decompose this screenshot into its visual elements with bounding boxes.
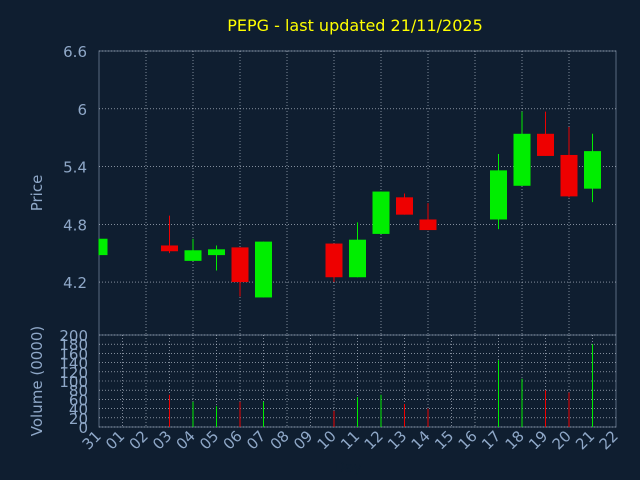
x-tick-label: 09 (290, 427, 316, 453)
x-tick-label: 18 (502, 427, 528, 453)
candle-body (372, 191, 390, 234)
volume-tick-label: 140 (59, 355, 88, 373)
price-axis-label: Price (28, 175, 46, 212)
x-tick-label: 19 (525, 427, 551, 453)
candle-body (490, 170, 507, 220)
volume-tick-label: 20 (69, 410, 88, 428)
volume-tick-label: 40 (69, 401, 88, 419)
price-tick-label: 6.6 (63, 43, 87, 61)
x-axis-label: Day (334, 460, 362, 476)
candle-body (184, 250, 202, 261)
volume-tick-label: 180 (59, 336, 88, 354)
volume-tick-label: 100 (59, 373, 88, 391)
x-tick-label: 03 (149, 427, 175, 453)
x-tick-label: 05 (196, 427, 222, 453)
x-tick-label: 08 (267, 427, 293, 453)
x-tick-label: 10 (314, 427, 340, 453)
x-tick-label: 22 (596, 427, 622, 453)
x-tick-label: 13 (384, 427, 410, 453)
x-tick-label: 16 (455, 427, 481, 453)
candle-body (255, 241, 272, 298)
candle-body (537, 133, 554, 156)
x-tick-label: 02 (126, 427, 152, 453)
x-tick-label: 15 (431, 427, 457, 453)
x-tick-label: 07 (243, 427, 269, 453)
x-tick-label: 12 (361, 427, 387, 453)
volume-bars (169, 344, 593, 427)
volume-tick-label: 80 (69, 382, 88, 400)
price-tick-label: 4.2 (63, 274, 87, 292)
x-tick-label: 20 (549, 427, 575, 453)
chart-title: PEPG - last updated 21/11/2025 (227, 16, 483, 35)
candle-body (513, 133, 531, 186)
x-tick-label: 17 (478, 427, 504, 453)
candle-body (161, 245, 178, 252)
candle-body (419, 219, 437, 231)
candle-body (99, 238, 108, 256)
x-tick-label: 04 (173, 427, 199, 453)
price-tick-label: 4.8 (63, 216, 87, 234)
candle-body (208, 249, 225, 256)
candle-body (584, 151, 601, 189)
candle-body (396, 197, 413, 215)
x-tick-label: 14 (408, 427, 434, 453)
x-tick-label: 06 (220, 427, 246, 453)
volume-tick-label: 200 (59, 327, 88, 345)
x-tick-label: 21 (572, 427, 598, 453)
x-tick-label: 11 (337, 427, 363, 453)
price-tick-label: 5.4 (63, 159, 87, 177)
candle-body (349, 239, 366, 278)
price-plot-area (98, 50, 617, 336)
volume-tick-label: 120 (59, 364, 88, 382)
candle-body (325, 243, 343, 278)
volume-axis-label: Volume (0000) (28, 326, 46, 436)
volume-tick-label: 160 (59, 345, 88, 363)
price-tick-label: 6 (77, 101, 87, 119)
volume-tick-label: 60 (69, 391, 88, 409)
candle-body (231, 247, 249, 283)
candle-body (560, 154, 578, 197)
volume-tick-label: 0 (78, 419, 88, 437)
x-tick-label: 01 (102, 427, 128, 453)
candles (98, 111, 601, 298)
